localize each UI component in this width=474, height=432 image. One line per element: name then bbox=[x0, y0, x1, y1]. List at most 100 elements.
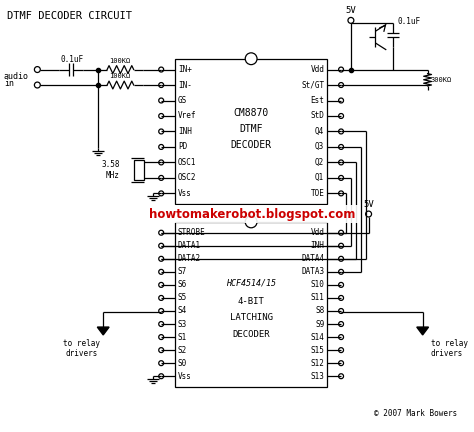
Text: S14: S14 bbox=[310, 333, 324, 342]
Text: S3: S3 bbox=[178, 320, 187, 328]
Text: DATA4: DATA4 bbox=[301, 254, 324, 263]
Text: Vss: Vss bbox=[178, 372, 192, 381]
Text: S15: S15 bbox=[310, 346, 324, 355]
Text: to relay
drivers: to relay drivers bbox=[63, 339, 100, 358]
Text: 3.58
MHz: 3.58 MHz bbox=[101, 160, 120, 180]
Text: 5V: 5V bbox=[363, 200, 374, 209]
Circle shape bbox=[159, 191, 164, 196]
Circle shape bbox=[338, 129, 344, 134]
Circle shape bbox=[338, 98, 344, 103]
Text: IN-: IN- bbox=[178, 80, 192, 89]
Circle shape bbox=[159, 160, 164, 165]
Text: Q2: Q2 bbox=[315, 158, 324, 167]
Text: 300KΩ: 300KΩ bbox=[430, 77, 452, 83]
Text: S6: S6 bbox=[178, 280, 187, 289]
Circle shape bbox=[159, 67, 164, 72]
Text: Q4: Q4 bbox=[315, 127, 324, 136]
Text: Vref: Vref bbox=[178, 111, 196, 121]
Circle shape bbox=[338, 270, 344, 274]
Text: DECODER: DECODER bbox=[230, 140, 272, 149]
Text: 0.1uF: 0.1uF bbox=[397, 17, 420, 26]
Text: DTMF: DTMF bbox=[239, 124, 263, 133]
Text: Vdd: Vdd bbox=[310, 228, 324, 237]
Circle shape bbox=[245, 216, 257, 228]
Text: to relay
drivers: to relay drivers bbox=[430, 339, 467, 358]
Text: S8: S8 bbox=[315, 306, 324, 315]
Text: Q1: Q1 bbox=[315, 173, 324, 182]
Circle shape bbox=[159, 374, 164, 379]
Text: PD: PD bbox=[178, 143, 187, 152]
Text: in: in bbox=[4, 79, 14, 88]
Text: OSC2: OSC2 bbox=[178, 173, 196, 182]
Text: 0.1uF: 0.1uF bbox=[61, 55, 84, 64]
Circle shape bbox=[159, 308, 164, 314]
Bar bbox=[175, 59, 328, 204]
Circle shape bbox=[159, 295, 164, 300]
Circle shape bbox=[159, 321, 164, 327]
Text: CM8870: CM8870 bbox=[234, 108, 269, 118]
Circle shape bbox=[338, 335, 344, 340]
Text: DATA3: DATA3 bbox=[301, 267, 324, 276]
Circle shape bbox=[338, 361, 344, 365]
Circle shape bbox=[159, 283, 164, 287]
Circle shape bbox=[35, 67, 40, 73]
Polygon shape bbox=[97, 327, 109, 335]
Text: Est: Est bbox=[310, 96, 324, 105]
Bar bbox=[134, 160, 144, 180]
Text: Q3: Q3 bbox=[315, 143, 324, 152]
Circle shape bbox=[348, 17, 354, 23]
Text: S11: S11 bbox=[310, 293, 324, 302]
Text: LATCHING: LATCHING bbox=[229, 313, 273, 322]
Text: S7: S7 bbox=[178, 267, 187, 276]
Circle shape bbox=[159, 83, 164, 88]
Polygon shape bbox=[417, 327, 428, 335]
Text: St/GT: St/GT bbox=[301, 80, 324, 89]
Circle shape bbox=[338, 160, 344, 165]
Circle shape bbox=[338, 374, 344, 379]
Text: S0: S0 bbox=[178, 359, 187, 368]
Circle shape bbox=[338, 230, 344, 235]
Circle shape bbox=[338, 295, 344, 300]
Circle shape bbox=[159, 348, 164, 353]
Circle shape bbox=[338, 67, 344, 72]
Text: 100KΩ: 100KΩ bbox=[109, 57, 130, 64]
Text: OSC1: OSC1 bbox=[178, 158, 196, 167]
Circle shape bbox=[159, 270, 164, 274]
Circle shape bbox=[338, 243, 344, 248]
Circle shape bbox=[338, 83, 344, 88]
Circle shape bbox=[35, 82, 40, 88]
Circle shape bbox=[338, 175, 344, 181]
Text: howtomakerobot.blogspot.com: howtomakerobot.blogspot.com bbox=[149, 207, 356, 220]
Text: Vdd: Vdd bbox=[310, 65, 324, 74]
Circle shape bbox=[159, 230, 164, 235]
Circle shape bbox=[159, 114, 164, 118]
Circle shape bbox=[159, 256, 164, 261]
Text: Vss: Vss bbox=[178, 189, 192, 198]
Text: S2: S2 bbox=[178, 346, 187, 355]
Circle shape bbox=[245, 53, 257, 65]
Text: 4-BIT: 4-BIT bbox=[237, 297, 264, 306]
Circle shape bbox=[159, 98, 164, 103]
Text: GS: GS bbox=[178, 96, 187, 105]
Circle shape bbox=[338, 144, 344, 149]
Text: IN+: IN+ bbox=[178, 65, 192, 74]
Text: S12: S12 bbox=[310, 359, 324, 368]
Circle shape bbox=[159, 243, 164, 248]
Circle shape bbox=[338, 114, 344, 118]
Text: © 2007 Mark Bowers: © 2007 Mark Bowers bbox=[374, 410, 457, 419]
Circle shape bbox=[338, 308, 344, 314]
Circle shape bbox=[338, 283, 344, 287]
Circle shape bbox=[159, 144, 164, 149]
Circle shape bbox=[159, 361, 164, 365]
Text: DATA1: DATA1 bbox=[178, 241, 201, 250]
Text: DTMF DECODER CIRCUIT: DTMF DECODER CIRCUIT bbox=[7, 10, 132, 21]
Text: S10: S10 bbox=[310, 280, 324, 289]
Circle shape bbox=[338, 348, 344, 353]
Text: StD: StD bbox=[310, 111, 324, 121]
Text: DATA2: DATA2 bbox=[178, 254, 201, 263]
Text: audio: audio bbox=[4, 72, 29, 81]
Circle shape bbox=[159, 335, 164, 340]
Circle shape bbox=[338, 256, 344, 261]
Text: S4: S4 bbox=[178, 306, 187, 315]
Text: 100KΩ: 100KΩ bbox=[109, 73, 130, 79]
